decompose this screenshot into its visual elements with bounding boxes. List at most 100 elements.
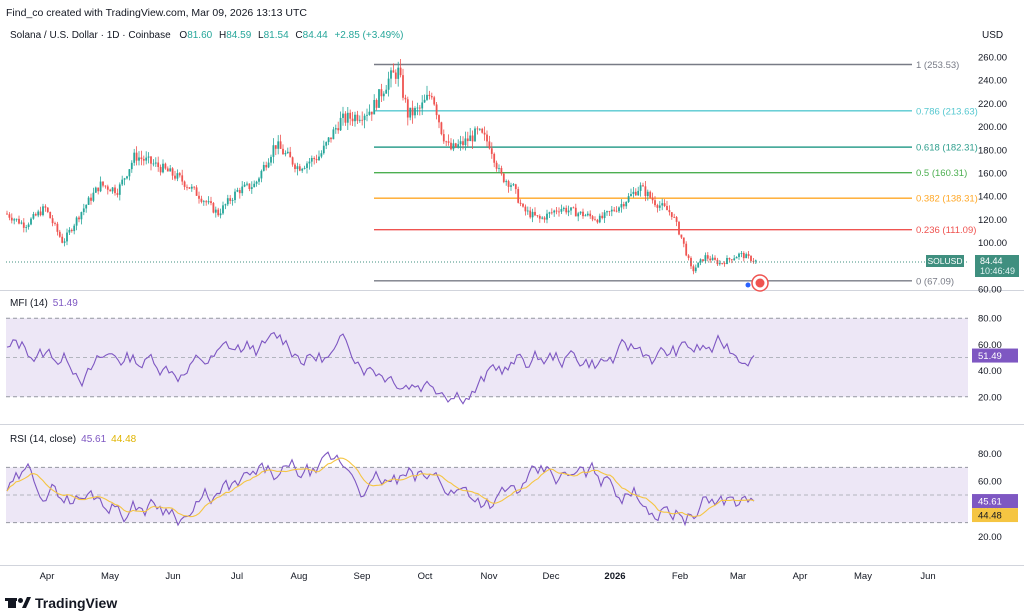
candle-body — [438, 115, 440, 123]
tradingview-logo[interactable]: TradingView — [5, 595, 117, 611]
candle-body — [270, 156, 272, 163]
candle-body — [236, 190, 239, 192]
indicator-value-tag — [972, 494, 1018, 509]
candle-body — [466, 138, 469, 142]
candle-body — [574, 207, 577, 217]
indicator-value-label: 51.49 — [978, 351, 1002, 362]
candle-body — [282, 148, 284, 155]
time-axis[interactable]: Apr May Jun Jul Aug Sep Oct Nov Dec 2026 Feb Mar Apr… — [40, 571, 936, 582]
price-tag-bg — [975, 255, 1019, 277]
candle-body — [471, 135, 474, 142]
time-tick-label: Sep — [354, 571, 371, 582]
candle-body — [524, 206, 527, 212]
candle-body — [572, 207, 575, 209]
candle-body — [582, 211, 584, 217]
candle-body — [193, 186, 196, 188]
candle-body — [426, 94, 428, 100]
candle-body — [126, 176, 128, 179]
candle-body — [584, 215, 587, 217]
candle-body — [538, 215, 541, 219]
candle-body — [452, 143, 455, 150]
candle-body — [123, 178, 126, 180]
flag-marker-icon[interactable] — [745, 274, 769, 292]
candle-body — [474, 128, 476, 142]
candle-body — [714, 257, 716, 260]
indicator-line — [6, 451, 755, 527]
price-tag-countdown: 10:46:49 — [980, 266, 1015, 276]
candle-body — [488, 141, 491, 149]
candle-body — [555, 210, 558, 212]
candle-body — [430, 96, 433, 98]
candle-body — [469, 135, 472, 142]
candle-body — [265, 165, 268, 168]
indicator-line — [6, 331, 755, 405]
indicator-band — [6, 467, 968, 523]
candle-body — [457, 144, 460, 148]
candle-body — [711, 257, 714, 261]
indicator-tick-label: 60.00 — [978, 477, 1002, 488]
candle-body — [562, 207, 565, 210]
candle-body — [51, 218, 54, 224]
time-tick-label: Apr — [40, 571, 55, 582]
candle-body — [102, 181, 104, 186]
price-tick-label: 220.00 — [978, 99, 1007, 110]
candle-body — [435, 104, 438, 116]
candle-body — [512, 184, 515, 186]
candle-body — [334, 128, 337, 130]
candle-body — [224, 204, 227, 206]
candle-body — [658, 205, 661, 208]
candle-body — [212, 203, 215, 213]
candle-body — [325, 142, 328, 146]
candle-body — [738, 253, 740, 257]
candle-body — [375, 99, 378, 108]
candle-body — [114, 187, 116, 194]
symbol-tag: SOLUSD — [928, 256, 963, 266]
candle-body — [133, 152, 136, 163]
candle-body — [440, 122, 443, 135]
candle-body — [186, 186, 188, 188]
candle-body — [476, 128, 479, 130]
candle-body — [106, 186, 109, 190]
candle-body — [723, 263, 726, 265]
candle-body — [366, 114, 368, 116]
candle-body — [30, 218, 32, 225]
candle-body — [85, 204, 88, 209]
time-tick-label: Mar — [730, 571, 746, 582]
candle-body — [709, 258, 712, 261]
candle-body — [135, 152, 138, 161]
logo-wordmark: TradingView — [35, 595, 117, 611]
candle-body — [234, 191, 236, 201]
candle-body — [258, 178, 260, 182]
candle-body — [286, 151, 289, 153]
indicator-tick-label: 80.00 — [978, 449, 1002, 460]
candle-body — [752, 260, 755, 262]
time-tick-label: May — [854, 571, 872, 582]
candle-body — [560, 209, 563, 212]
change-value: +2.85 (+3.49%) — [334, 30, 403, 41]
candle-body — [130, 162, 133, 170]
candle-body — [567, 210, 570, 213]
candle-body — [34, 214, 37, 216]
fibonacci-retracement[interactable]: 1 (253.53) 0.786 (213.63) 0.618 (182.31) 0.… — [6, 60, 978, 287]
candlestick-series — [6, 59, 757, 275]
mfi-pane[interactable]: 80.00 60.00 40.00 20.00 51.49 — [6, 314, 1018, 405]
candle-body — [166, 168, 169, 172]
candle-body — [318, 156, 320, 161]
candle-body — [217, 209, 220, 216]
candle-body — [718, 263, 721, 265]
price-axis[interactable]: 260.00 240.00 220.00 200.00 180.00 160.00 140.… — [978, 53, 1007, 296]
candle-body — [630, 193, 632, 197]
candle-body — [402, 75, 404, 98]
candle-body — [390, 70, 392, 79]
candle-body — [745, 254, 748, 259]
time-tick-label: Feb — [672, 571, 688, 582]
candle-body — [730, 259, 733, 261]
candle-body — [58, 231, 61, 237]
candle-body — [644, 186, 647, 197]
candle-body — [159, 166, 162, 173]
candle-body — [462, 141, 464, 146]
candle-body — [606, 211, 608, 213]
mfi-title: MFI (14) 51.49 — [10, 298, 78, 309]
